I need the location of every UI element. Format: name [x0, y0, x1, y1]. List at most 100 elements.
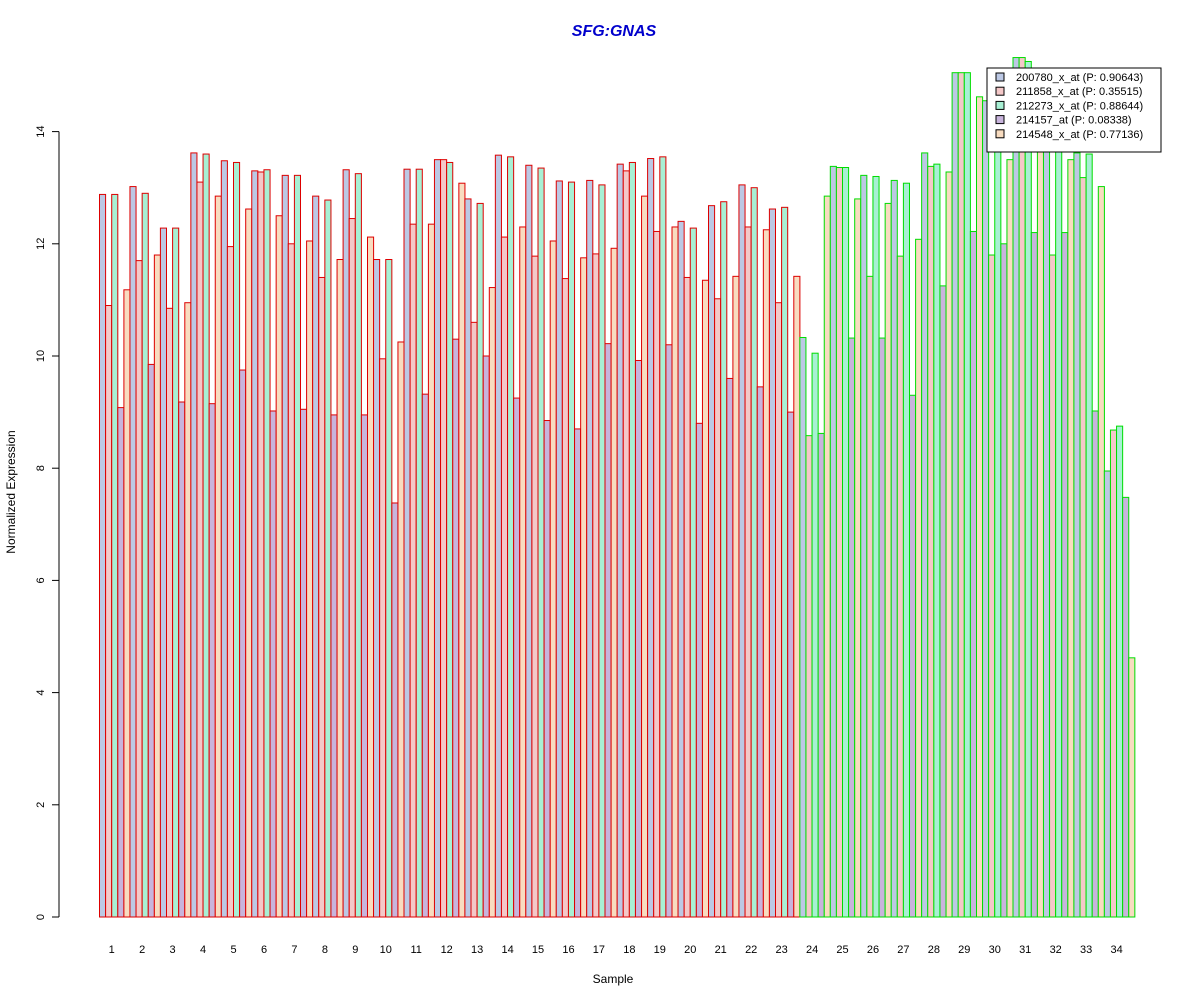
bar: [653, 230, 661, 918]
x-tick-label: 32: [1050, 944, 1062, 956]
bar: [385, 259, 393, 918]
bar: [147, 363, 155, 918]
bar: [141, 192, 149, 918]
bar: [561, 278, 569, 918]
bar: [854, 198, 862, 918]
bar: [1061, 232, 1069, 918]
bar: [226, 246, 234, 918]
bar: [397, 341, 405, 918]
bar: [476, 202, 484, 918]
bar: [172, 227, 180, 918]
bar: [99, 193, 107, 918]
bar: [634, 359, 643, 918]
bar: [580, 257, 588, 918]
chart-title: SFG:GNAS: [572, 23, 657, 40]
x-tick-label: 8: [322, 944, 328, 956]
bar: [166, 307, 174, 918]
bar: [111, 193, 119, 918]
bar: [915, 238, 923, 918]
x-tick-label: 12: [441, 944, 453, 956]
x-tick-label: 23: [775, 944, 787, 956]
bar: [1018, 57, 1026, 918]
legend-swatch: [995, 100, 1005, 110]
y-axis: 0 2 4 6 8 10 12 14: [35, 125, 60, 920]
bar: [848, 337, 856, 918]
bar: [421, 393, 429, 918]
x-tick-label: 24: [806, 944, 818, 956]
bar: [1097, 186, 1105, 918]
bar: [665, 344, 673, 918]
bar: [988, 254, 996, 918]
bar: [153, 254, 161, 918]
bar: [427, 223, 435, 918]
bar: [781, 206, 789, 918]
x-tick-label: 26: [867, 944, 879, 956]
bar: [775, 302, 783, 918]
bar: [208, 403, 216, 918]
bar: [519, 226, 527, 918]
bar: [482, 355, 490, 918]
bar: [233, 161, 241, 918]
bar: [902, 182, 911, 918]
bar: [1091, 410, 1099, 918]
bar: [135, 260, 143, 918]
bar: [531, 255, 539, 918]
bar: [251, 170, 259, 918]
y-axis-label: Normalized Expression: [4, 430, 18, 553]
bar: [403, 168, 411, 918]
bar: [269, 410, 277, 918]
x-tick-label: 19: [654, 944, 666, 956]
bar: [1024, 60, 1032, 918]
x-tick-label: 28: [928, 944, 940, 956]
bar: [610, 247, 618, 918]
bar: [275, 215, 283, 918]
bar: [708, 205, 716, 918]
bar: [835, 167, 844, 918]
x-tick-label: 31: [1019, 944, 1031, 956]
x-axis-label: Sample: [593, 972, 634, 986]
bar: [683, 276, 691, 918]
bar: [677, 220, 685, 918]
x-tick-label: 1: [109, 944, 115, 956]
bar: [549, 240, 557, 918]
y-tick-label: 10: [35, 350, 47, 362]
bar: [695, 422, 703, 918]
bar: [287, 243, 295, 918]
bar: [220, 160, 228, 918]
bar: [762, 229, 770, 918]
bar: [592, 253, 600, 918]
bar: [951, 72, 959, 918]
bar: [391, 502, 399, 918]
bar: [342, 169, 350, 918]
bar: [330, 414, 338, 918]
bar: [939, 285, 947, 918]
bar: [1085, 153, 1093, 918]
bar: [811, 352, 819, 918]
bar: [1067, 159, 1075, 918]
x-tick-label: 17: [593, 944, 605, 956]
bar: [842, 167, 850, 918]
x-tick-label: 6: [261, 944, 267, 956]
bar: [793, 275, 801, 918]
bar: [805, 435, 813, 918]
bar: [117, 407, 125, 918]
legend-label: 200780_x_at (P: 0.90643): [1016, 72, 1143, 84]
legend-swatch: [995, 115, 1005, 125]
bar: [1116, 425, 1124, 918]
bar: [866, 275, 874, 918]
y-tick-label: 12: [35, 238, 47, 250]
bar: [1042, 142, 1051, 918]
bar: [671, 226, 679, 918]
bar: [1073, 152, 1081, 918]
legend-label: 212273_x_at (P: 0.88644): [1016, 100, 1143, 112]
legend-label: 211858_x_at (P: 0.35515): [1016, 86, 1142, 98]
bar: [787, 411, 795, 918]
legend-label: 214548_x_at (P: 0.77136): [1016, 129, 1143, 141]
bar: [768, 208, 777, 918]
x-axis: 1 2 3 4 5 6 7 8 9 10 11 12 13 14 15 16 17 18 19 20 21 22 23 24 2…: [109, 944, 1123, 956]
bar: [500, 236, 509, 918]
bar: [732, 275, 740, 918]
bar: [202, 153, 210, 918]
bar: [507, 156, 515, 918]
bar: [823, 195, 831, 918]
